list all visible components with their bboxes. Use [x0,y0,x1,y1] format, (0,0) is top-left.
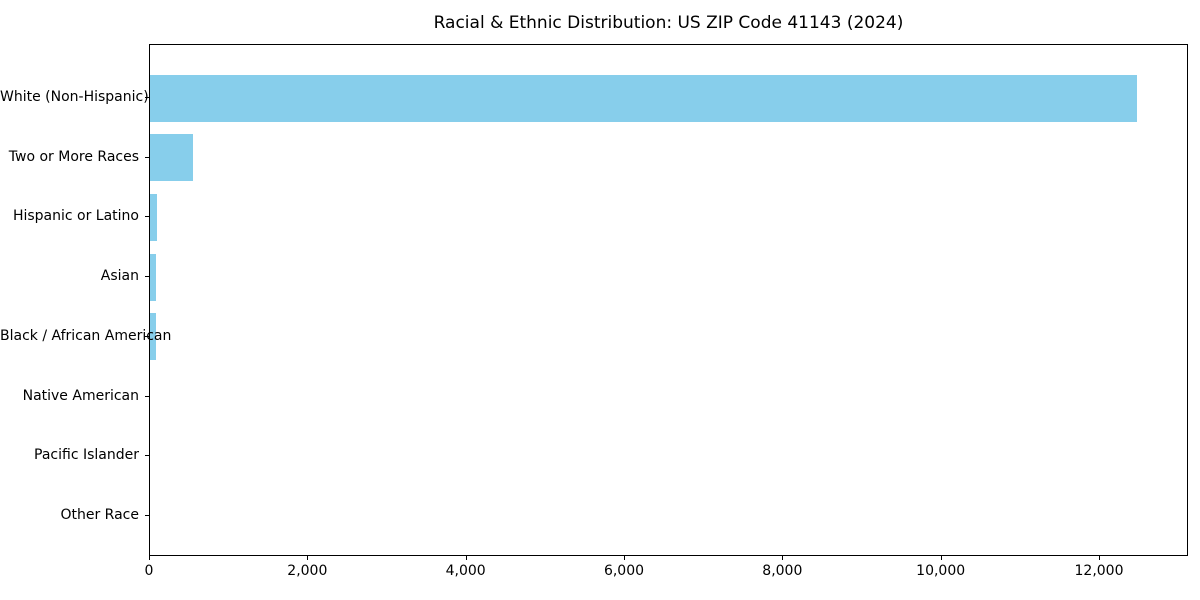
x-tick-mark [149,556,150,560]
y-tick-mark [145,216,149,218]
y-tick-label: Hispanic or Latino [12,208,139,225]
x-tick-mark [782,556,784,560]
y-tick-label: Other Race [60,506,139,523]
y-tick-label: Pacific Islander [34,447,139,464]
y-tick-label: White (Non-Hispanic) [0,89,149,105]
y-tick-mark [145,395,149,397]
x-tick-mark [940,556,942,560]
x-tick-label: 10,000 [916,563,966,579]
y-tick-label: Native American [22,387,139,404]
x-tick-label: 6,000 [603,563,645,579]
y-tick-mark [145,156,149,158]
x-tick-mark [624,556,625,560]
x-tick-label: 4,000 [445,563,486,579]
x-tick-mark [465,556,467,560]
y-tick-label: Asian [100,268,139,285]
bar [150,134,193,182]
y-tick-mark [145,276,149,278]
x-tick-label: 8,000 [762,563,803,579]
y-tick-mark [145,97,149,98]
bar [150,74,1138,122]
bar [150,313,156,361]
x-tick-mark [1099,556,1100,560]
bar [150,253,157,301]
x-tick-label: 0 [144,563,154,579]
y-tick-label: Black / African American [0,327,172,344]
plot-area [149,44,1188,556]
x-tick-mark [307,556,309,560]
chart-title: Racial & Ethnic Distribution: US ZIP Cod… [433,13,904,33]
y-tick-mark [145,455,149,457]
bar [150,193,158,241]
y-tick-mark [145,335,149,337]
y-tick-label: Two or More Races [8,148,139,165]
x-tick-label: 2,000 [287,563,328,579]
y-tick-mark [145,514,149,516]
x-tick-label: 12,000 [1074,563,1124,579]
